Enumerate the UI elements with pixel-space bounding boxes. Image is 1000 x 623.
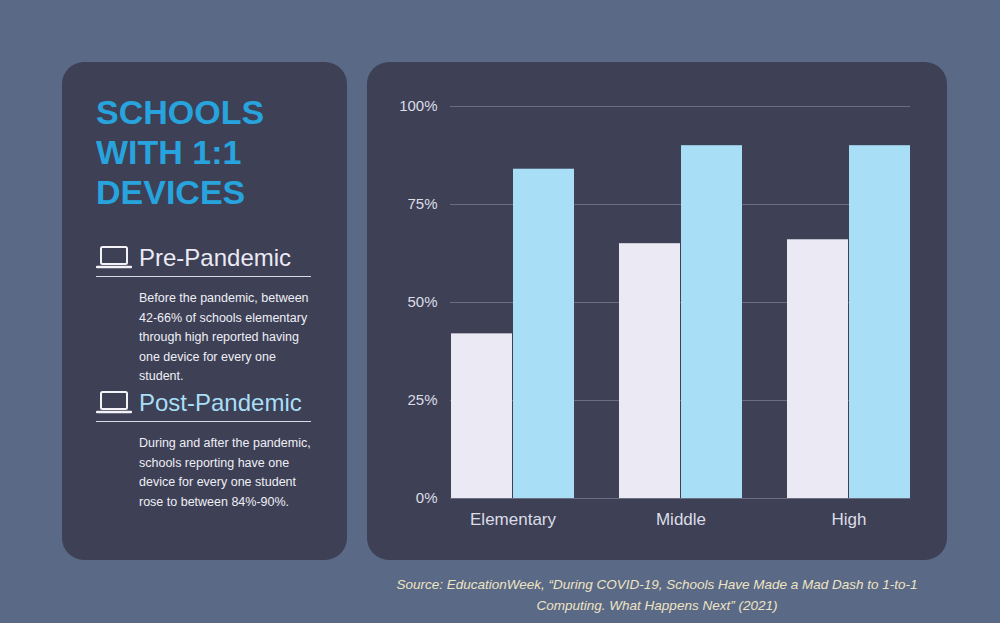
svg-text:0%: 0% [416,489,438,506]
svg-text:Middle: Middle [656,510,706,529]
html-text:SCHOOLS WITH 1:1 DEVICES: SCHOOLS WITH 1:1 DEVICES [96,93,265,211]
html-text:Source: EducationWeek, “During: Source: EducationWeek, “During COVID-19,… [396,577,918,613]
svg-text:High: High [832,510,867,529]
svg-text:75%: 75% [407,195,437,212]
html-text:Before the pandemic, between 4: Before the pandemic, between 42-66% of s… [139,291,309,383]
html-text:Post-Pandemic: Post-Pandemic [139,389,302,416]
html-text:During and after the pandemic,: During and after the pandemic, schools r… [139,436,311,509]
html-text:Pre-Pandemic: Pre-Pandemic [139,244,292,271]
svg-text:25%: 25% [407,391,437,408]
svg-text:50%: 50% [407,293,437,310]
svg-text:100%: 100% [399,97,437,114]
svg-text:Elementary: Elementary [470,510,556,529]
